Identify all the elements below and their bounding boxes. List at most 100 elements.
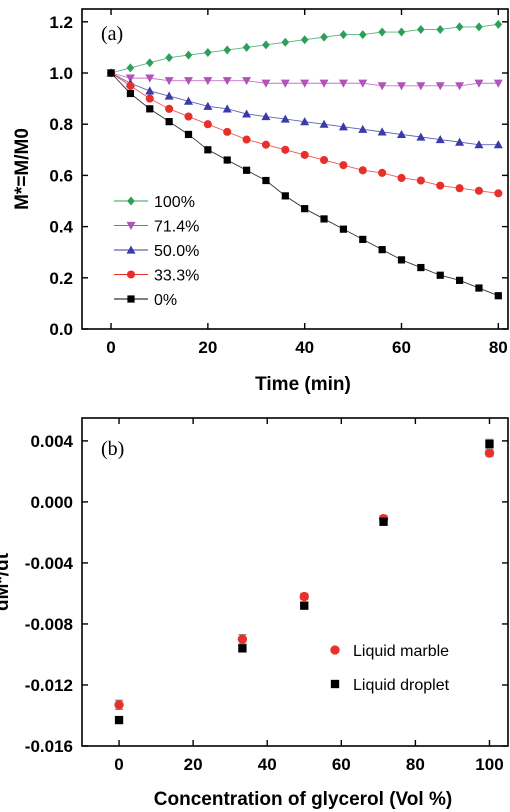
legend-label: Liquid droplet (353, 677, 450, 694)
data-point (184, 112, 193, 121)
data-point (164, 91, 174, 100)
data-point (377, 127, 387, 136)
legend-marker (330, 679, 340, 689)
chart-panel-a: 0 20 40 60 80 0.0 0.2 0.4 0.6 0.8 1.0 1.2 Time (min)… (12, 8, 509, 395)
data-point (474, 79, 484, 88)
data-point (146, 105, 154, 113)
x-tick-label: 0 (106, 338, 115, 357)
data-point (261, 79, 271, 88)
data-point (261, 112, 271, 121)
data-point (455, 184, 464, 193)
data-point (125, 74, 135, 83)
legend-label: 100% (154, 194, 195, 211)
panel-label: (a) (101, 23, 123, 45)
legend-marker (126, 221, 136, 230)
data-point (281, 192, 289, 200)
data-point (145, 74, 155, 83)
data-point (300, 601, 309, 610)
data-point (417, 24, 425, 34)
plot-area (114, 438, 495, 725)
data-point (436, 271, 444, 279)
data-point (397, 82, 406, 91)
data-point (222, 104, 232, 113)
data-point (242, 42, 251, 52)
data-point (378, 246, 386, 254)
x-tick-label: 80 (489, 338, 508, 357)
data-point (475, 22, 483, 32)
legend: Liquid marble Liquid droplet (330, 643, 450, 694)
data-point (416, 132, 426, 141)
legend-marker (330, 645, 340, 655)
legend-label: Liquid marble (353, 643, 449, 660)
x-tick-label: 20 (184, 755, 203, 774)
legend-label: 50.0% (154, 243, 199, 260)
data-point (222, 77, 232, 86)
data-point (416, 176, 425, 185)
series-line (110, 72, 499, 194)
data-point (377, 82, 387, 91)
data-point (114, 715, 124, 725)
data-point (436, 24, 445, 34)
y-tick-label: 1.2 (49, 13, 73, 32)
data-point (379, 517, 388, 526)
data-point (145, 86, 155, 95)
data-point (126, 81, 135, 90)
data-point (261, 140, 271, 149)
x-tick-label: 80 (406, 755, 425, 774)
chart-panel-b: 0 20 40 60 80 100 -0.016 -0.012 -0.008 -0.004 0.00… (0, 417, 509, 810)
data-point (474, 186, 484, 195)
data-point (242, 166, 251, 174)
data-point (358, 30, 367, 40)
data-point (301, 205, 309, 213)
data-point (455, 276, 464, 284)
y-tick-label: -0.008 (25, 615, 73, 634)
data-point (358, 166, 367, 175)
data-point (397, 27, 406, 37)
data-point (358, 79, 368, 88)
legend-label: 71.4% (154, 219, 199, 236)
data-point (300, 79, 310, 88)
data-point (184, 50, 193, 60)
data-point (493, 79, 503, 88)
data-point (378, 27, 386, 37)
data-point (455, 22, 464, 32)
data-point (204, 48, 212, 58)
legend: 100% 71.4% 50.0% 33.3% 0% (114, 194, 199, 309)
legend-marker (126, 245, 136, 254)
data-point (107, 69, 115, 77)
data-point (242, 135, 251, 144)
data-point (338, 79, 348, 88)
y-tick-label: -0.004 (25, 554, 74, 573)
data-point (204, 146, 212, 154)
data-point (238, 644, 247, 653)
data-point (280, 79, 290, 88)
y-axis-title: M*=M/M0 (12, 128, 33, 210)
data-point (203, 101, 213, 110)
data-point (203, 120, 212, 129)
data-point (494, 19, 503, 29)
data-point (126, 89, 135, 98)
data-point (145, 94, 154, 103)
y-tick-label: 0.000 (30, 493, 73, 512)
data-point (223, 127, 232, 136)
x-tick-label: 20 (198, 338, 217, 357)
y-tick-label: -0.012 (25, 676, 73, 695)
data-point (358, 124, 368, 133)
legend-label: 33.3% (154, 268, 199, 285)
x-tick-label: 60 (332, 755, 351, 774)
data-point (280, 114, 290, 123)
data-point (484, 448, 495, 458)
data-point (223, 156, 231, 164)
data-point (319, 155, 329, 165)
data-point (493, 140, 503, 149)
data-point (436, 181, 445, 190)
data-point (281, 37, 290, 47)
series-Liquid marble (114, 448, 495, 710)
y-tick-label: 0.4 (49, 218, 73, 237)
x-tick-label: 100 (475, 755, 503, 774)
series-Liquid droplet (114, 438, 494, 725)
data-point (435, 135, 445, 144)
data-point (299, 591, 309, 602)
data-point (359, 235, 367, 243)
